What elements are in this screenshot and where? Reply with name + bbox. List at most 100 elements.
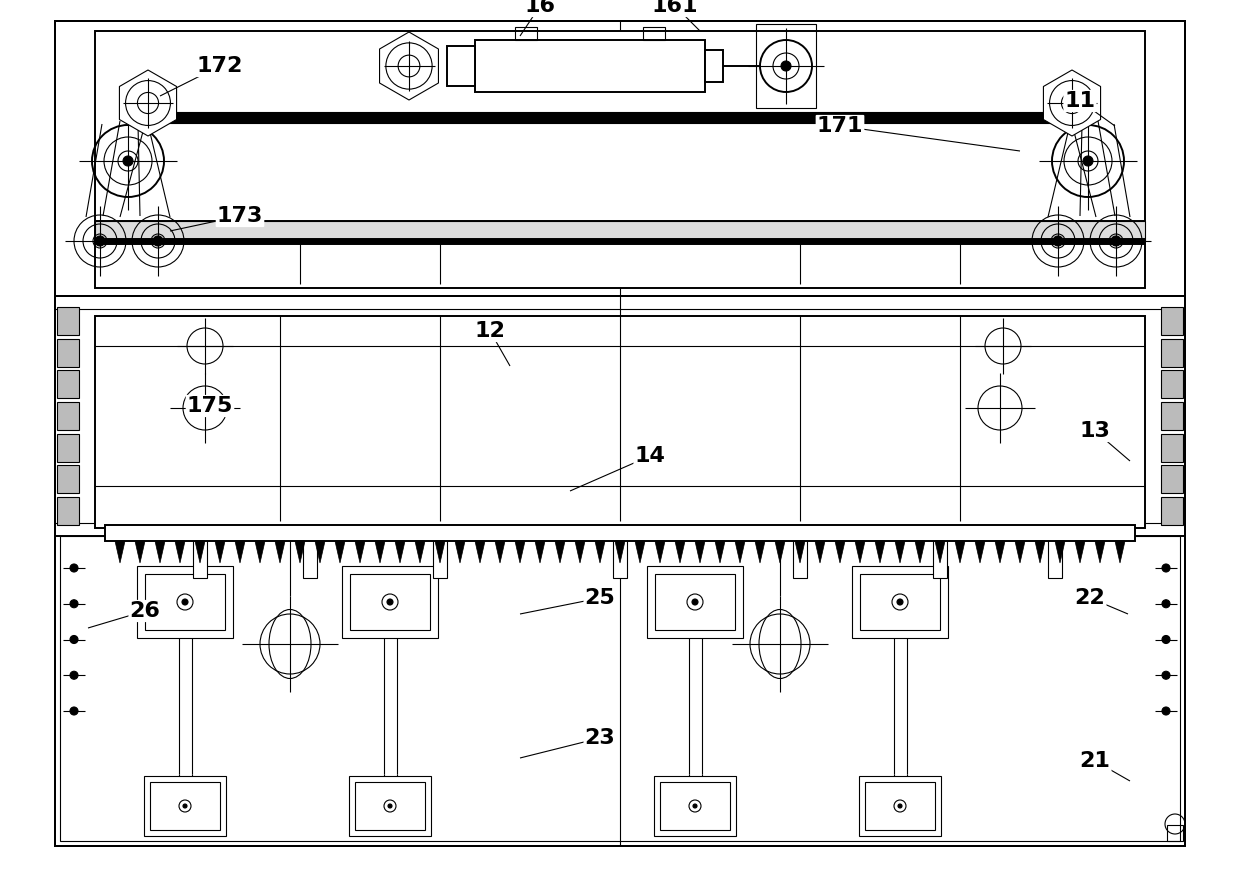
Bar — [433, 536, 446, 578]
Polygon shape — [994, 541, 1004, 563]
Polygon shape — [975, 541, 985, 563]
Bar — [866, 782, 935, 830]
Bar — [95, 316, 1145, 528]
Circle shape — [388, 804, 392, 808]
Polygon shape — [935, 541, 945, 563]
Polygon shape — [875, 541, 885, 563]
Text: 21: 21 — [1080, 751, 1111, 771]
Polygon shape — [856, 541, 866, 563]
Bar — [355, 782, 425, 830]
Circle shape — [1162, 635, 1171, 644]
Bar — [136, 566, 233, 638]
Circle shape — [69, 635, 78, 644]
Polygon shape — [675, 541, 684, 563]
Circle shape — [153, 236, 162, 246]
Circle shape — [760, 40, 812, 92]
Bar — [859, 776, 941, 836]
Bar — [105, 525, 1135, 541]
Bar — [57, 307, 79, 335]
Circle shape — [1083, 156, 1092, 166]
Circle shape — [69, 600, 78, 608]
Bar — [144, 776, 226, 836]
Text: 23: 23 — [584, 728, 615, 748]
Bar — [350, 574, 430, 630]
Bar — [1167, 825, 1183, 841]
Polygon shape — [355, 541, 365, 563]
Circle shape — [184, 804, 187, 808]
Circle shape — [69, 564, 78, 572]
Text: 14: 14 — [635, 446, 666, 466]
Text: 172: 172 — [197, 56, 243, 76]
Circle shape — [897, 599, 903, 605]
Polygon shape — [635, 541, 645, 563]
Polygon shape — [435, 541, 445, 563]
Text: 171: 171 — [817, 116, 863, 136]
Polygon shape — [215, 541, 224, 563]
Polygon shape — [534, 541, 546, 563]
Circle shape — [781, 61, 791, 71]
Circle shape — [1162, 600, 1171, 608]
Polygon shape — [135, 541, 145, 563]
Polygon shape — [495, 541, 505, 563]
Bar — [660, 782, 730, 830]
Text: 175: 175 — [187, 396, 233, 416]
Polygon shape — [1035, 541, 1045, 563]
Polygon shape — [1095, 541, 1105, 563]
Circle shape — [1162, 671, 1171, 679]
Polygon shape — [295, 541, 305, 563]
Bar — [55, 21, 1185, 296]
Bar — [613, 536, 627, 578]
Polygon shape — [255, 541, 265, 563]
Bar — [655, 574, 735, 630]
Polygon shape — [119, 70, 176, 136]
Bar — [57, 497, 79, 525]
Polygon shape — [595, 541, 605, 563]
Polygon shape — [835, 541, 844, 563]
Text: 16: 16 — [525, 0, 556, 16]
Polygon shape — [195, 541, 205, 563]
Bar — [653, 776, 737, 836]
Polygon shape — [615, 541, 625, 563]
Bar — [1048, 536, 1061, 578]
Bar — [145, 574, 224, 630]
Polygon shape — [1055, 541, 1065, 563]
Circle shape — [123, 156, 133, 166]
Bar — [1161, 339, 1183, 367]
Bar — [861, 574, 940, 630]
Polygon shape — [175, 541, 185, 563]
Polygon shape — [655, 541, 665, 563]
Text: 13: 13 — [1080, 421, 1111, 441]
Circle shape — [1053, 236, 1063, 246]
Bar — [1161, 465, 1183, 493]
Bar — [57, 434, 79, 462]
Polygon shape — [755, 541, 765, 563]
Bar — [1161, 371, 1183, 399]
Polygon shape — [815, 541, 825, 563]
Polygon shape — [955, 541, 965, 563]
Circle shape — [693, 804, 697, 808]
Text: 26: 26 — [129, 601, 160, 621]
Text: 161: 161 — [652, 0, 698, 16]
Polygon shape — [1075, 541, 1085, 563]
Text: 12: 12 — [475, 321, 506, 341]
Polygon shape — [275, 541, 285, 563]
Text: 25: 25 — [584, 588, 615, 608]
Polygon shape — [515, 541, 525, 563]
Bar — [57, 339, 79, 367]
Bar — [60, 536, 1180, 841]
Bar — [644, 27, 666, 40]
Circle shape — [95, 236, 105, 246]
Bar — [446, 46, 475, 86]
Bar — [756, 24, 816, 108]
Bar — [932, 536, 947, 578]
Bar — [57, 465, 79, 493]
Polygon shape — [1016, 541, 1025, 563]
Circle shape — [1162, 707, 1171, 715]
Polygon shape — [115, 541, 125, 563]
Polygon shape — [556, 541, 565, 563]
Polygon shape — [775, 541, 785, 563]
Bar — [852, 566, 949, 638]
Bar — [1161, 497, 1183, 525]
Polygon shape — [735, 541, 745, 563]
Circle shape — [69, 671, 78, 679]
